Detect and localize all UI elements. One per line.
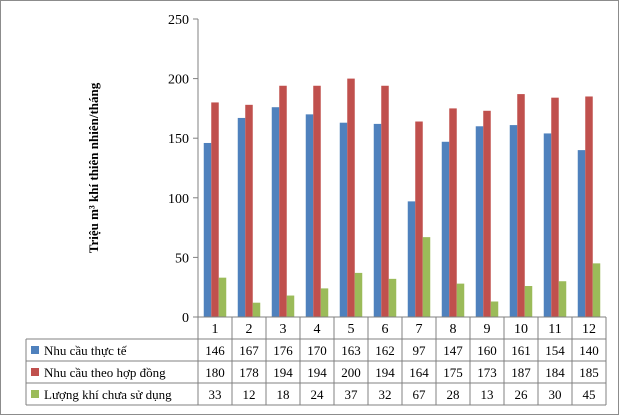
x-tick-label: 9 [484, 322, 491, 337]
data-label: 173 [477, 365, 497, 380]
data-label: 28 [447, 387, 460, 402]
data-label: 32 [379, 387, 392, 402]
bar-2-5 [347, 78, 355, 317]
bar-3-10 [524, 286, 533, 317]
data-label: 146 [205, 343, 225, 358]
bar-2-1 [211, 102, 219, 317]
data-label: 170 [307, 343, 327, 358]
bar-3-1 [218, 277, 227, 317]
data-label: 194 [375, 365, 395, 380]
bar-2-7 [415, 121, 423, 318]
data-label: 33 [209, 387, 222, 402]
bar-3-12 [592, 263, 601, 317]
data-label: 154 [545, 343, 565, 358]
data-label: 176 [273, 343, 293, 358]
bar-2-2 [245, 104, 253, 317]
data-label: 163 [341, 343, 361, 358]
y-tick-label: 150 [168, 132, 189, 147]
y-tick-label: 50 [175, 251, 189, 266]
x-tick-label: 6 [382, 322, 389, 337]
data-label: 180 [205, 365, 225, 380]
x-tick-label: 11 [548, 322, 561, 337]
x-tick-label: 2 [246, 322, 253, 337]
data-label: 194 [307, 365, 327, 380]
bar-1-10 [509, 125, 518, 317]
data-label: 147 [443, 343, 463, 358]
bar-3-4 [320, 288, 329, 317]
y-tick-label: 250 [168, 13, 189, 28]
data-label: 26 [515, 387, 529, 402]
x-tick-label: 1 [212, 322, 219, 337]
bar-1-6 [373, 123, 382, 317]
x-tick-label: 12 [582, 322, 596, 337]
data-label: 185 [579, 365, 599, 380]
bar-1-7 [407, 201, 416, 317]
x-tick-label: 10 [514, 322, 528, 337]
bar-3-8 [456, 283, 465, 317]
bar-1-5 [339, 122, 348, 317]
data-label: 178 [239, 365, 259, 380]
data-label: 18 [277, 387, 290, 402]
data-label: 187 [511, 365, 531, 380]
bar-3-7 [422, 237, 431, 317]
bar-1-2 [237, 117, 246, 317]
x-tick-label: 5 [348, 322, 355, 337]
x-tick-label: 3 [280, 322, 287, 337]
y-axis-label: Triệu m³ khí thiên nhiên/tháng [86, 82, 101, 253]
y-tick-label: 0 [182, 311, 189, 326]
data-label: 167 [239, 343, 259, 358]
data-label: 175 [443, 365, 463, 380]
data-label: 160 [477, 343, 497, 358]
data-label: 67 [413, 387, 427, 402]
legend-swatch-1 [31, 346, 39, 354]
bar-1-3 [271, 107, 280, 317]
data-label: 13 [481, 387, 494, 402]
bar-3-2 [252, 302, 261, 317]
data-label: 162 [375, 343, 395, 358]
data-label: 161 [511, 343, 531, 358]
legend-swatch-2 [31, 368, 39, 376]
bar-2-3 [279, 85, 287, 317]
bar-2-10 [517, 94, 525, 317]
y-tick-label: 100 [168, 192, 189, 207]
bar-1-1 [203, 142, 212, 317]
bar-1-4 [305, 114, 314, 317]
data-label: 200 [341, 365, 361, 380]
data-label: 184 [545, 365, 565, 380]
bar-2-6 [381, 85, 389, 317]
bar-2-12 [585, 96, 593, 317]
data-label: 45 [583, 387, 596, 402]
legend-label-3: Lượng khí chưa sử dụng [44, 387, 172, 402]
bar-2-11 [551, 97, 559, 317]
bar-1-8 [441, 141, 450, 317]
bar-1-11 [543, 133, 552, 317]
data-label: 97 [413, 343, 427, 358]
data-label: 24 [311, 387, 325, 402]
bar-3-11 [558, 281, 567, 317]
data-label: 194 [273, 365, 293, 380]
bar-1-9 [475, 126, 484, 317]
x-tick-label: 4 [314, 322, 321, 337]
data-label: 140 [579, 343, 599, 358]
x-tick-label: 8 [450, 322, 457, 337]
data-label: 164 [409, 365, 429, 380]
bar-3-3 [286, 295, 295, 317]
y-tick-label: 200 [168, 73, 189, 88]
bar-2-8 [449, 108, 457, 318]
bar-3-6 [388, 278, 397, 317]
legend-label-1: Nhu cầu thực tế [44, 343, 128, 358]
bar-3-9 [490, 301, 499, 317]
legend-label-2: Nhu cầu theo hợp đồng [44, 365, 166, 380]
bar-2-9 [483, 110, 491, 317]
bar-1-12 [577, 150, 586, 317]
bar-2-4 [313, 85, 321, 317]
legend-swatch-3 [31, 390, 39, 398]
data-label: 12 [243, 387, 256, 402]
x-tick-label: 7 [416, 322, 423, 337]
data-label: 30 [549, 387, 562, 402]
data-label: 37 [345, 387, 359, 402]
bar-3-5 [354, 272, 363, 317]
